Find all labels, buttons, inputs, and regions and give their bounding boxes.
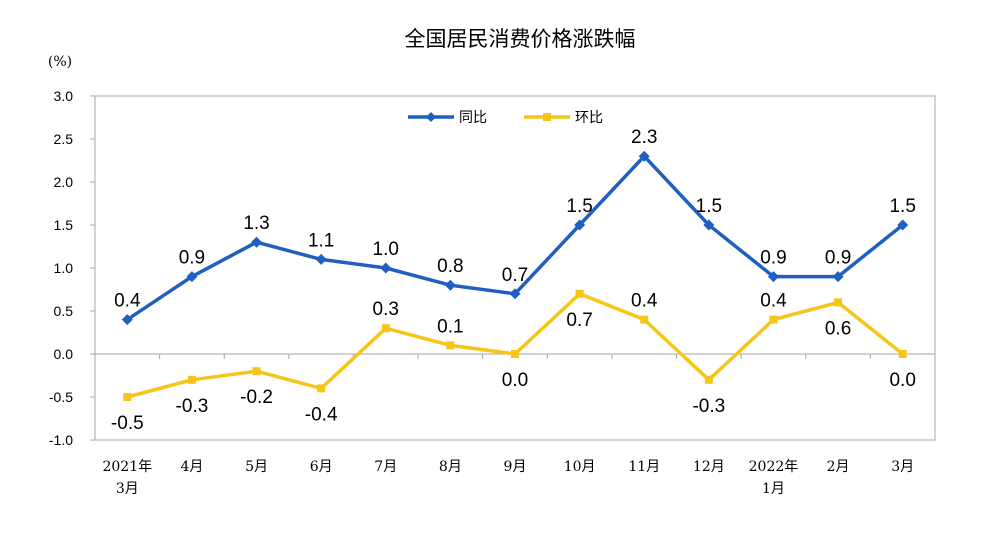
legend-marker (426, 112, 436, 122)
data-label-mom: -0.5 (111, 413, 144, 434)
data-label-mom: 0.7 (566, 310, 592, 331)
data-point-square (446, 341, 455, 350)
x-tick-label: 4月 (180, 459, 203, 475)
x-tick-label: 10月 (564, 459, 596, 475)
data-label-yoy: 1.5 (889, 196, 915, 217)
data-label-mom: -0.3 (692, 396, 725, 417)
data-point-diamond (186, 271, 198, 283)
legend-label: 环比 (575, 110, 603, 126)
x-tick-label: 6月 (310, 459, 333, 475)
series-mom (123, 289, 907, 401)
data-label-yoy: 0.9 (825, 248, 851, 269)
data-label-yoy: 0.7 (502, 265, 528, 286)
legend-item-yoy: 同比 (408, 110, 487, 126)
data-label-yoy: 0.4 (114, 291, 141, 312)
data-label-mom: 0.0 (502, 370, 528, 391)
series-layer (121, 150, 909, 401)
data-point-square (123, 393, 132, 401)
x-tick-label: 2月 (827, 459, 850, 475)
chart-title: 全国居民消费价格涨跌幅 (405, 27, 636, 51)
legend-label: 同比 (459, 110, 487, 126)
y-axis-unit: (%) (48, 54, 72, 70)
x-tick-label: 7月 (374, 459, 397, 475)
y-tick-label: 2.5 (54, 131, 74, 147)
x-tick-label: 3月 (116, 481, 139, 497)
data-point-square (704, 375, 713, 384)
data-point-diamond (251, 236, 263, 248)
y-tick-label: 2.0 (54, 174, 74, 190)
data-label-yoy: 1.0 (373, 239, 399, 260)
data-point-square (640, 315, 649, 324)
data-label-mom: -0.3 (176, 396, 209, 417)
data-label-mom: 0.3 (373, 299, 399, 320)
data-point-diamond (509, 288, 521, 300)
data-point-diamond (315, 253, 327, 265)
x-tick-label: 1月 (762, 481, 785, 497)
data-label-yoy: 0.9 (179, 248, 205, 269)
data-label-yoy: 1.5 (696, 196, 722, 217)
x-tick-label: 2022年 (749, 459, 799, 475)
x-tick-label: 8月 (439, 459, 462, 475)
data-label-yoy: 0.9 (760, 248, 786, 269)
series-yoy (121, 150, 909, 326)
data-point-diamond (444, 279, 456, 291)
data-point-square (381, 324, 390, 333)
data-label-mom: 0.6 (825, 318, 851, 339)
y-tick-label: -0.5 (49, 389, 73, 405)
x-tick-label: 5月 (245, 459, 268, 475)
data-point-diamond (380, 262, 392, 274)
data-point-diamond (767, 271, 779, 283)
data-point-square (834, 298, 843, 307)
data-labels-layer: 0.4 0.9 1.3 1.1 1.0 0.8 0.7 1.5 2.3 1.5 0.9 0.9 1.5 -… (111, 127, 916, 434)
x-tick-label: 2021年 (102, 459, 152, 475)
data-point-square (252, 367, 261, 376)
y-tick-label: -1.0 (49, 432, 73, 448)
data-point-diamond (703, 219, 715, 231)
legend-marker (543, 113, 551, 121)
data-point-square (898, 350, 907, 358)
data-point-diamond (574, 219, 586, 231)
data-label-mom: 0.4 (631, 291, 658, 312)
data-label-mom: 0.1 (437, 316, 463, 337)
data-label-yoy: 1.5 (566, 196, 592, 217)
data-point-diamond (638, 150, 650, 162)
x-tick-label: 12月 (693, 459, 725, 475)
data-point-square (769, 315, 778, 324)
data-point-square (317, 384, 326, 393)
data-point-square (511, 350, 519, 358)
data-label-mom: -0.4 (305, 404, 338, 425)
legend-item-mom: 环比 (524, 110, 603, 126)
axes: 3.0 2.5 2.0 1.5 1.0 0.5 0.0 -0.5 -1.0 2021年 3月 4月 5月… (49, 88, 936, 497)
legend: 同比 环比 (408, 110, 603, 126)
data-label-mom: -0.2 (240, 387, 273, 408)
x-tick-label: 9月 (504, 459, 527, 475)
data-label-yoy: 1.1 (308, 230, 334, 251)
x-tick-label: 3月 (891, 459, 914, 475)
data-label-yoy: 2.3 (631, 127, 657, 148)
data-point-diamond (121, 314, 133, 326)
data-point-diamond (897, 219, 909, 231)
data-point-square (187, 375, 196, 384)
y-tick-label: 1.0 (54, 260, 74, 276)
data-label-yoy: 1.3 (243, 213, 269, 234)
data-label-mom: 0.4 (760, 291, 787, 312)
y-tick-label: 0.0 (54, 346, 74, 362)
data-point-diamond (832, 271, 844, 283)
y-tick-label: 3.0 (54, 88, 74, 104)
data-label-mom: 0.0 (889, 370, 915, 391)
data-point-square (575, 289, 584, 298)
y-tick-label: 1.5 (54, 217, 74, 233)
data-label-yoy: 0.8 (437, 256, 463, 277)
x-tick-label: 11月 (628, 459, 660, 475)
y-tick-label: 0.5 (54, 303, 74, 319)
